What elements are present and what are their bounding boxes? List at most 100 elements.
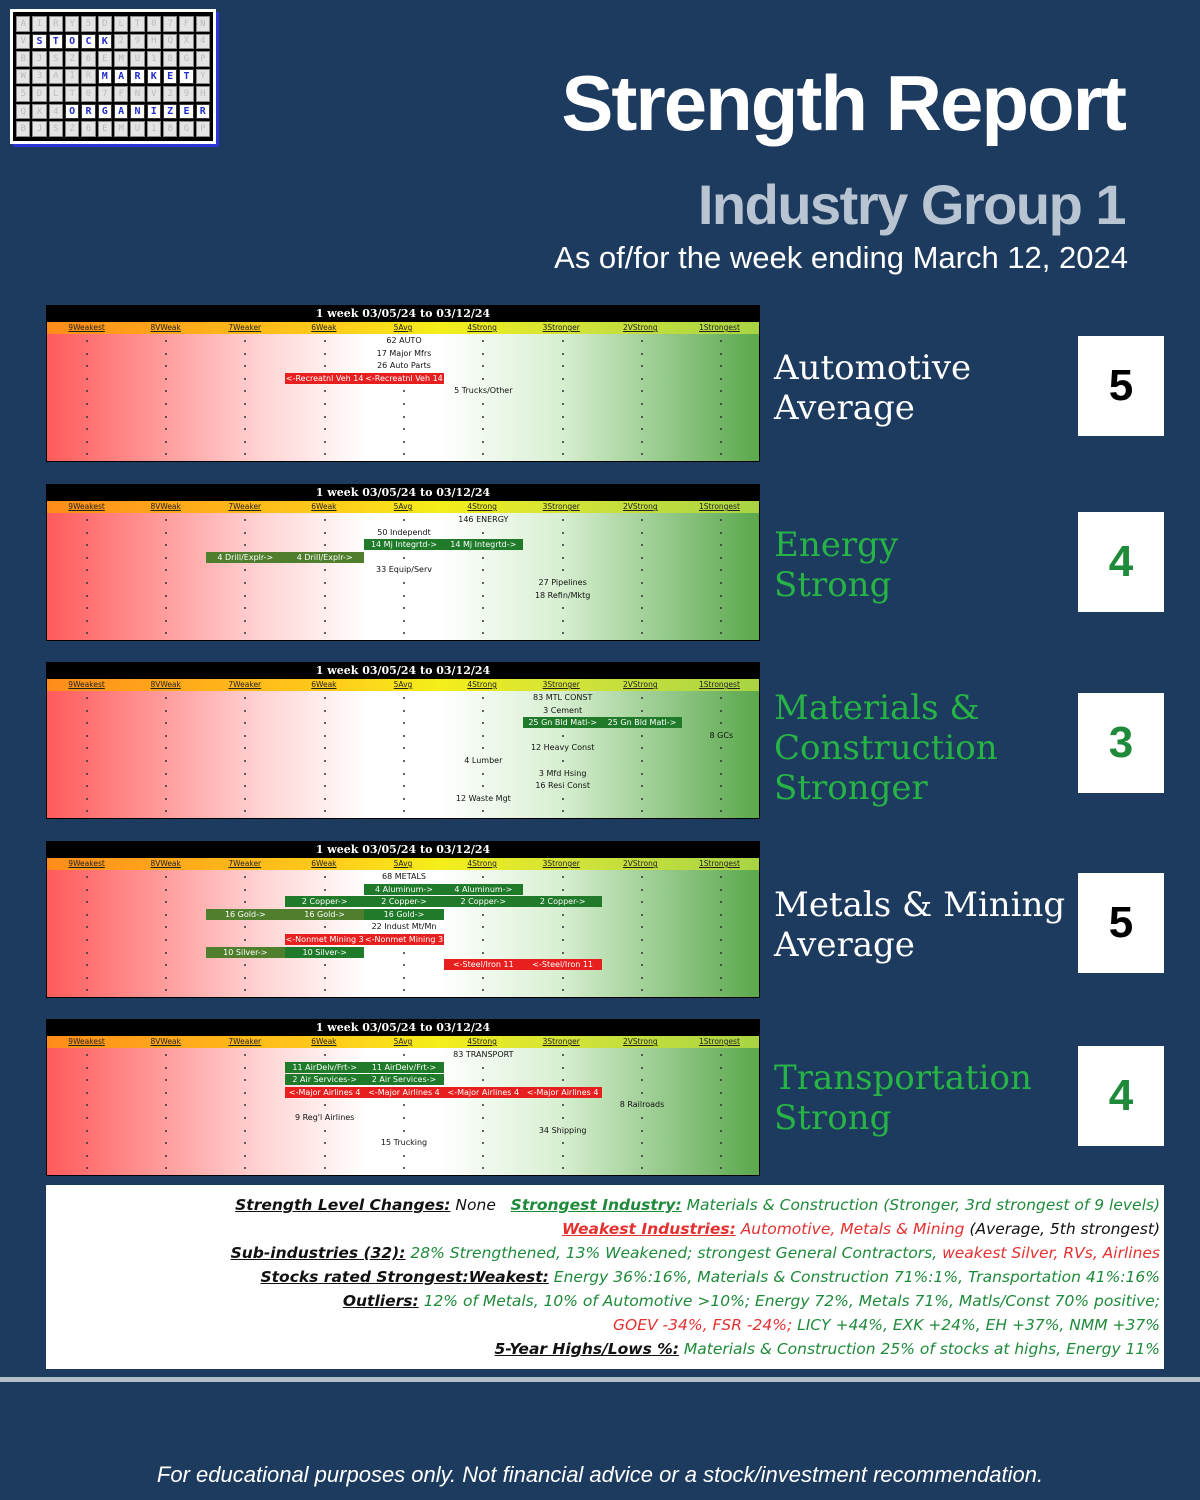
grid-dot (641, 797, 643, 800)
grid-dot (165, 377, 167, 380)
industry-label: 3 Cement (543, 705, 583, 715)
industry-label: 83 MTL CONST (532, 693, 593, 702)
level-column-label: 4Strong (467, 1037, 497, 1046)
grid-dot (482, 1079, 485, 1082)
panel-title: 1 week 03/05/24 to 03/12/24 (47, 842, 759, 858)
grid-dot (641, 1091, 643, 1094)
grid-dot (85, 760, 88, 762)
sub-industry-cell: <-Major Airlines 4 (285, 1086, 365, 1098)
grid-dot (482, 1154, 485, 1157)
grid-dot (720, 1079, 723, 1082)
grid-dot (244, 734, 247, 737)
grid-dot (561, 976, 564, 979)
grid-dot (561, 951, 564, 954)
industry-level-name: Average (774, 925, 915, 965)
grid-dot (323, 390, 326, 393)
grid-dot (641, 964, 643, 967)
grid-dot (244, 697, 247, 699)
grid-dot (720, 428, 723, 431)
grid-dot (403, 785, 405, 788)
logo-letter: S (32, 33, 47, 50)
grid-dot (641, 697, 643, 699)
logo-tile: 5 (81, 16, 96, 32)
strength-panel: 1 week 03/05/24 to 03/12/24 9Weakest 8VWea… (46, 1019, 760, 1176)
grid-dot (403, 582, 405, 584)
grid-dot (720, 632, 723, 635)
grid-dot (85, 365, 88, 368)
grid-dot (641, 760, 643, 762)
grid-dot (561, 1142, 564, 1145)
grid-dot (85, 556, 88, 559)
grid-dot (165, 519, 167, 521)
logo-tile: M (113, 51, 129, 67)
industry-group-label: Materials & Construction Stronger (774, 688, 998, 808)
grid-dot (244, 569, 247, 572)
logo-tile: 0 (81, 86, 96, 102)
grid-dot (85, 989, 88, 992)
strength-level-header: 9Weakest 8VWeak 7Weaker 6Weak 5Avg 4Strong 3St… (47, 501, 759, 513)
grid-dot (720, 709, 723, 712)
grid-dot (165, 1066, 167, 1069)
grid-dot (323, 582, 326, 584)
grid-dot (641, 569, 643, 572)
grid-dot (482, 428, 485, 431)
grid-dot (561, 531, 564, 534)
industry-group-label: Energy Strong (774, 525, 898, 605)
grid-dot (403, 722, 405, 725)
sub-industries-value: 28% Strengthened, 13% Weakened; stronges… (405, 1244, 938, 1262)
grid-dot (323, 1154, 326, 1157)
grid-dot (641, 352, 643, 355)
level-column-label: 2VStrong (623, 502, 658, 511)
grid-dot (482, 734, 485, 737)
strength-rating-box: 4 (1078, 1046, 1164, 1146)
level-column-label: 7Weaker (228, 323, 262, 332)
grid-dot (641, 403, 643, 405)
grid-dot (720, 989, 723, 992)
logo-tile: 6 (81, 51, 96, 67)
logo-tile: Q (16, 103, 31, 120)
logo-letter: O (64, 33, 80, 50)
grid-dot (165, 352, 167, 355)
level-column-label: 6Weak (311, 323, 337, 332)
grid-dot (85, 1066, 88, 1069)
industry-label: 83 TRANSPORT (453, 1050, 514, 1059)
level-column-label: 4Strong (467, 502, 497, 511)
grid-dot (244, 1104, 247, 1107)
sub-industry-cell: 16 Gold-> (364, 908, 444, 920)
grid-dot (561, 1104, 564, 1107)
logo-tile: J (32, 51, 47, 67)
grid-dot (482, 403, 485, 405)
grid-dot (561, 810, 564, 813)
logo-tile: H (146, 33, 161, 50)
level-column-label: 9Weakest (68, 859, 105, 868)
industry-level-name: Stronger (774, 768, 928, 808)
grid-dot (244, 352, 247, 355)
grid-dot (561, 989, 564, 992)
grid-dot (85, 876, 88, 878)
level-column-label: 8VWeak (150, 323, 181, 332)
grid-dot (85, 453, 88, 456)
grid-dot (85, 964, 88, 967)
five-year-highs-label: 5-Year Highs/Lows %: (494, 1340, 679, 1358)
industry-label: 62 AUTO (386, 336, 422, 345)
grid-dot (561, 619, 564, 622)
grid-dot (561, 390, 564, 393)
logo-tile: X (179, 33, 194, 50)
logo-tile: R (48, 16, 63, 32)
grid-dot (720, 403, 723, 405)
grid-dot (244, 415, 247, 418)
grid-dot (244, 760, 247, 762)
sub-industry-cell: 10 Silver-> (205, 946, 285, 958)
grid-dot (561, 544, 564, 547)
level-column-label: 9Weakest (68, 502, 105, 511)
grid-dot (165, 544, 167, 547)
logo-tile: N (130, 86, 145, 102)
grid-dot (641, 607, 643, 610)
industry-label: 16 Resi Const (535, 781, 590, 791)
grid-dot (85, 1167, 88, 1170)
grid-dot (85, 951, 88, 954)
grid-dot (720, 340, 723, 342)
grid-dot (641, 1167, 643, 1170)
strongest-industry-label: Strongest Industry: (510, 1196, 682, 1214)
logo-letter: K (97, 33, 112, 50)
